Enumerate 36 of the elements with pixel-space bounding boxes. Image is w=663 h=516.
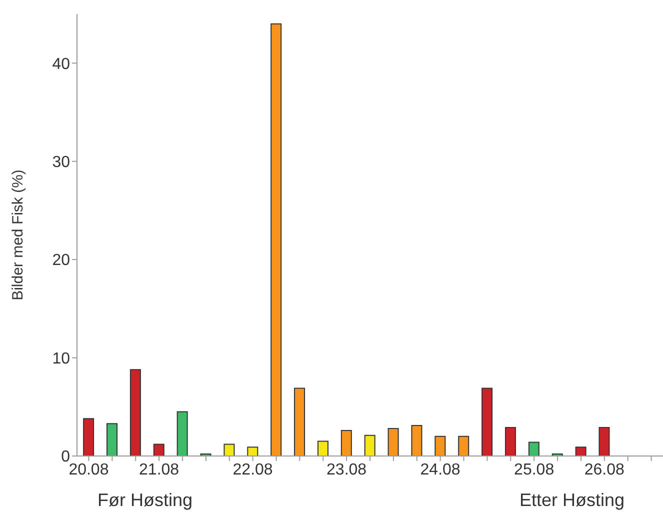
bar bbox=[504, 427, 516, 456]
bar bbox=[106, 423, 118, 456]
x-tick-label: 21.08 bbox=[139, 461, 180, 478]
bar bbox=[364, 434, 376, 456]
bar bbox=[317, 440, 328, 456]
bar bbox=[153, 444, 164, 456]
y-tick-label: 20 bbox=[52, 252, 70, 270]
bar bbox=[340, 430, 352, 456]
bar bbox=[294, 388, 306, 456]
x-tick-label: 23.08 bbox=[326, 461, 367, 478]
x-tick-label: 26.08 bbox=[584, 461, 625, 478]
y-tick-label: 40 bbox=[52, 56, 70, 73]
bar bbox=[575, 446, 586, 456]
bar bbox=[458, 436, 470, 456]
text: Etter Høsting bbox=[518, 490, 626, 511]
y-tick-label: 10 bbox=[52, 350, 70, 368]
bar bbox=[130, 369, 141, 456]
x-tick-label: 25.08 bbox=[514, 461, 554, 478]
bar bbox=[598, 427, 610, 456]
y-axis-title: Bilder med Fisk (%) bbox=[9, 170, 26, 300]
x-tick-label: 22.08 bbox=[232, 461, 273, 478]
bar bbox=[176, 411, 188, 456]
bar bbox=[388, 428, 399, 456]
x-tick-label: 20.08 bbox=[68, 461, 109, 478]
bar bbox=[224, 444, 235, 456]
bar bbox=[434, 436, 446, 456]
y-tick-label: 0 bbox=[61, 448, 70, 466]
bar bbox=[83, 418, 94, 456]
y-tick-label: 30 bbox=[52, 154, 70, 172]
bar bbox=[270, 23, 282, 456]
bar bbox=[528, 442, 540, 456]
bar bbox=[247, 446, 258, 456]
text: Før Høsting bbox=[96, 490, 194, 511]
bar bbox=[482, 388, 493, 456]
x-tick-label: 24.08 bbox=[420, 461, 460, 478]
bar bbox=[411, 425, 422, 456]
